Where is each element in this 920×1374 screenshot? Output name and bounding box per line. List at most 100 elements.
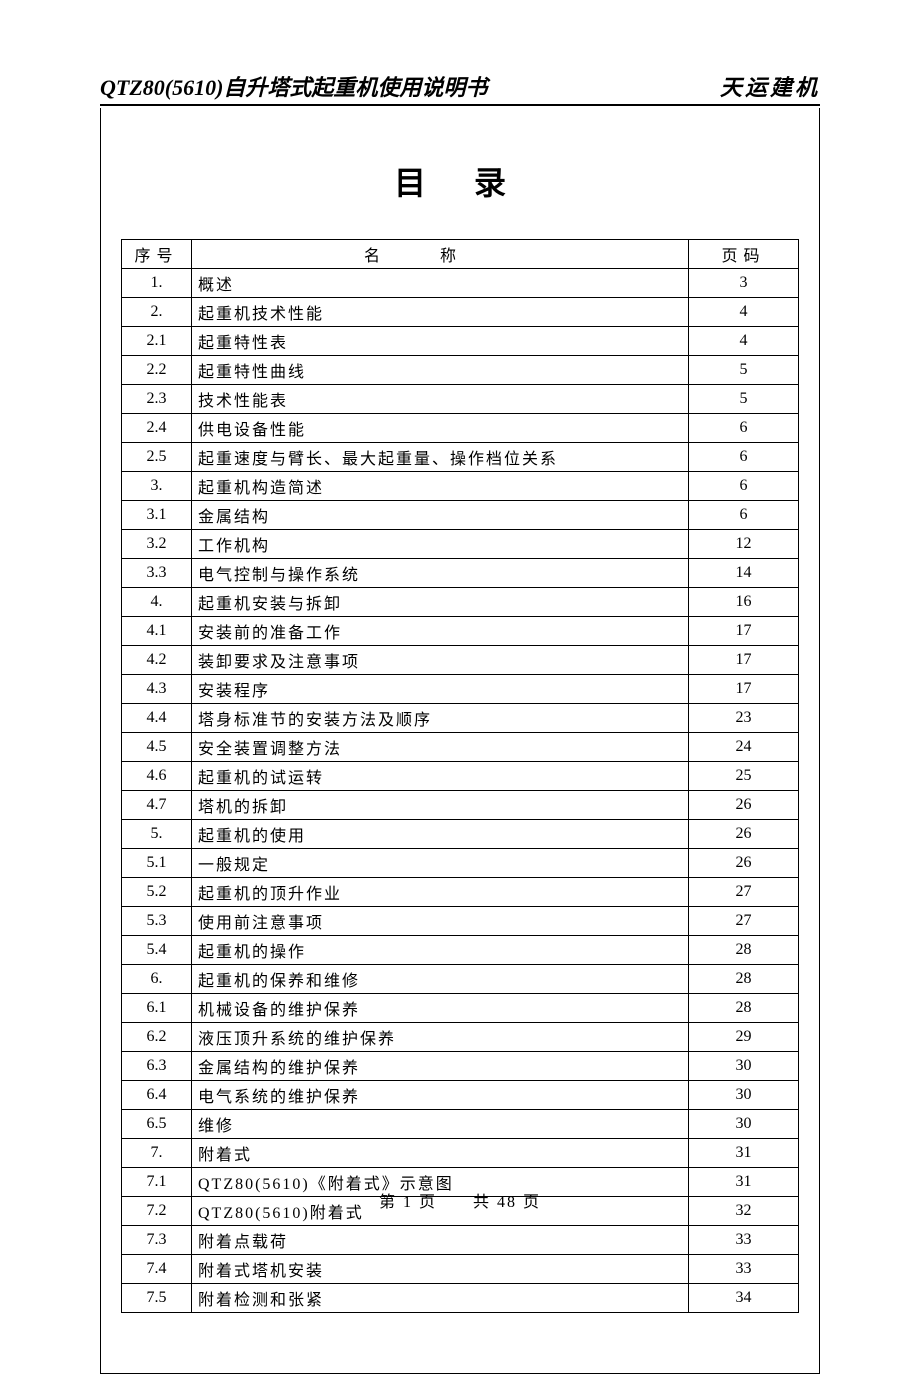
cell-seq: 5. <box>122 820 192 849</box>
cell-seq: 3. <box>122 472 192 501</box>
cell-seq: 2.3 <box>122 385 192 414</box>
table-row: 2.5起重速度与臂长、最大起重量、操作档位关系6 <box>122 443 799 472</box>
cell-seq: 4.2 <box>122 646 192 675</box>
cell-seq: 6.5 <box>122 1110 192 1139</box>
table-row: 2.1起重特性表4 <box>122 327 799 356</box>
cell-seq: 2.1 <box>122 327 192 356</box>
cell-name: 附着检测和张紧 <box>192 1284 689 1313</box>
table-row: 4.5安全装置调整方法24 <box>122 733 799 762</box>
cell-page: 24 <box>689 733 799 762</box>
cell-page: 5 <box>689 385 799 414</box>
cell-seq: 4.7 <box>122 791 192 820</box>
cell-seq: 2.5 <box>122 443 192 472</box>
cell-name: 起重机构造简述 <box>192 472 689 501</box>
cell-name: 附着点载荷 <box>192 1226 689 1255</box>
table-header-row: 序号 名称 页码 <box>122 240 799 269</box>
cell-page: 6 <box>689 472 799 501</box>
cell-name: 液压顶升系统的维护保养 <box>192 1023 689 1052</box>
table-row: 2.3技术性能表5 <box>122 385 799 414</box>
cell-name: 塔机的拆卸 <box>192 791 689 820</box>
cell-name: 供电设备性能 <box>192 414 689 443</box>
cell-name: 起重机的保养和维修 <box>192 965 689 994</box>
cell-page: 6 <box>689 501 799 530</box>
header-left-title: QTZ80(5610)自升塔式起重机使用说明书 <box>100 70 487 102</box>
cell-name: 电气控制与操作系统 <box>192 559 689 588</box>
table-row: 4.1安装前的准备工作17 <box>122 617 799 646</box>
footer-total-pages: 共 48 页 <box>473 1194 541 1211</box>
table-row: 2.4供电设备性能6 <box>122 414 799 443</box>
table-row: 7.附着式31 <box>122 1139 799 1168</box>
cell-name: 起重特性曲线 <box>192 356 689 385</box>
cell-seq: 5.3 <box>122 907 192 936</box>
cell-page: 26 <box>689 849 799 878</box>
content-frame: 目 录 序号 名称 页码 1.概述32.起重机技术性能42.1起重特性表42.2… <box>100 108 820 1374</box>
cell-seq: 6. <box>122 965 192 994</box>
cell-page: 33 <box>689 1255 799 1284</box>
cell-name: 起重特性表 <box>192 327 689 356</box>
cell-name: 安全装置调整方法 <box>192 733 689 762</box>
cell-seq: 3.2 <box>122 530 192 559</box>
cell-seq: 6.2 <box>122 1023 192 1052</box>
cell-name: 起重速度与臂长、最大起重量、操作档位关系 <box>192 443 689 472</box>
table-row: 3.2工作机构12 <box>122 530 799 559</box>
table-row: 6.5维修30 <box>122 1110 799 1139</box>
cell-page: 30 <box>689 1110 799 1139</box>
cell-page: 30 <box>689 1081 799 1110</box>
cell-seq: 4.4 <box>122 704 192 733</box>
cell-page: 33 <box>689 1226 799 1255</box>
cell-name: 维修 <box>192 1110 689 1139</box>
cell-page: 26 <box>689 820 799 849</box>
cell-page: 23 <box>689 704 799 733</box>
table-row: 3.1金属结构6 <box>122 501 799 530</box>
cell-name: 装卸要求及注意事项 <box>192 646 689 675</box>
cell-seq: 2.2 <box>122 356 192 385</box>
table-row: 2.起重机技术性能4 <box>122 298 799 327</box>
cell-seq: 4.5 <box>122 733 192 762</box>
table-row: 4.4塔身标准节的安装方法及顺序23 <box>122 704 799 733</box>
cell-seq: 5.1 <box>122 849 192 878</box>
cell-page: 28 <box>689 994 799 1023</box>
cell-name: 起重机的试运转 <box>192 762 689 791</box>
cell-seq: 7.5 <box>122 1284 192 1313</box>
cell-page: 3 <box>689 269 799 298</box>
col-header-page: 页码 <box>689 240 799 269</box>
page-title: 目 录 <box>121 158 799 204</box>
cell-page: 4 <box>689 327 799 356</box>
cell-page: 28 <box>689 965 799 994</box>
table-row: 3.3电气控制与操作系统14 <box>122 559 799 588</box>
cell-page: 27 <box>689 907 799 936</box>
cell-name: 起重机的顶升作业 <box>192 878 689 907</box>
table-row: 4.7塔机的拆卸26 <box>122 791 799 820</box>
cell-seq: 5.4 <box>122 936 192 965</box>
cell-name: 附着式塔机安装 <box>192 1255 689 1284</box>
col-header-seq: 序号 <box>122 240 192 269</box>
cell-name: 起重机的操作 <box>192 936 689 965</box>
table-row: 7.4附着式塔机安装33 <box>122 1255 799 1284</box>
page-header: QTZ80(5610)自升塔式起重机使用说明书 天运建机 <box>100 70 820 106</box>
cell-page: 17 <box>689 675 799 704</box>
cell-name: 附着式 <box>192 1139 689 1168</box>
cell-page: 26 <box>689 791 799 820</box>
cell-name: 电气系统的维护保养 <box>192 1081 689 1110</box>
cell-name: 工作机构 <box>192 530 689 559</box>
table-row: 5.起重机的使用26 <box>122 820 799 849</box>
table-body: 1.概述32.起重机技术性能42.1起重特性表42.2起重特性曲线52.3技术性… <box>122 269 799 1313</box>
cell-page: 16 <box>689 588 799 617</box>
cell-page: 6 <box>689 443 799 472</box>
table-row: 1.概述3 <box>122 269 799 298</box>
table-row: 4.3安装程序17 <box>122 675 799 704</box>
cell-name: 起重机安装与拆卸 <box>192 588 689 617</box>
cell-name: 金属结构 <box>192 501 689 530</box>
cell-page: 30 <box>689 1052 799 1081</box>
cell-seq: 7. <box>122 1139 192 1168</box>
cell-seq: 3.1 <box>122 501 192 530</box>
cell-seq: 6.3 <box>122 1052 192 1081</box>
col-header-name: 名称 <box>192 240 689 269</box>
table-row: 6.3金属结构的维护保养30 <box>122 1052 799 1081</box>
cell-seq: 3.3 <box>122 559 192 588</box>
cell-page: 12 <box>689 530 799 559</box>
table-row: 5.3使用前注意事项27 <box>122 907 799 936</box>
cell-seq: 4.3 <box>122 675 192 704</box>
table-row: 6.1机械设备的维护保养28 <box>122 994 799 1023</box>
cell-page: 6 <box>689 414 799 443</box>
